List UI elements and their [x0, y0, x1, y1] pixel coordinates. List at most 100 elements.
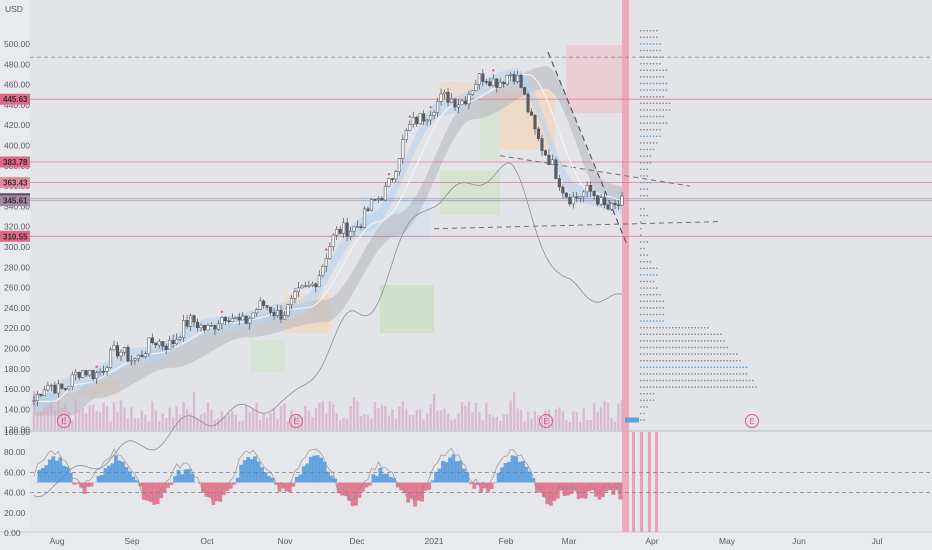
profile-tick — [640, 287, 642, 289]
profile-tick — [672, 373, 674, 375]
profile-tick — [668, 333, 671, 335]
profile-tick — [640, 175, 642, 177]
volume-bar — [457, 413, 460, 430]
profile-tick — [662, 320, 664, 322]
candle-body — [543, 150, 548, 156]
candle-body — [547, 154, 551, 165]
candle-body — [296, 287, 300, 292]
candle-body — [91, 370, 95, 379]
signal-dot — [220, 310, 224, 314]
oscillator-bar — [566, 482, 571, 496]
volume-bar — [401, 400, 405, 430]
oscillator-bar — [134, 480, 139, 483]
oscillator-bar — [597, 482, 602, 500]
candle-body — [474, 84, 478, 92]
volume-bar — [579, 421, 582, 430]
profile-tick — [649, 373, 652, 375]
profile-tick — [697, 327, 700, 329]
candle-body — [39, 394, 43, 396]
oscillator-bar — [611, 482, 616, 495]
profile-tick — [678, 360, 680, 362]
profile-tick — [665, 366, 668, 368]
volume-bar — [151, 400, 154, 430]
profile-tick — [643, 135, 645, 137]
time-axis[interactable] — [0, 532, 932, 550]
profile-tick — [643, 412, 645, 415]
candle-body — [564, 192, 568, 198]
profile-tick — [662, 307, 664, 309]
volume-bar — [192, 391, 196, 430]
profile-tick — [691, 346, 693, 349]
profile-tick — [649, 360, 652, 362]
candle-body — [345, 222, 349, 237]
candle-body — [585, 185, 589, 193]
candle-body — [620, 195, 624, 206]
candle-body — [108, 349, 113, 368]
forecast-bar — [640, 432, 643, 532]
candle-body — [32, 400, 36, 403]
oscillator-bar — [545, 482, 550, 505]
candle-body — [331, 234, 335, 248]
oscillator-bar — [594, 482, 598, 497]
candle-body — [122, 347, 127, 353]
profile-tick — [694, 386, 696, 388]
profile-tick — [643, 76, 645, 78]
volume-bar — [171, 416, 175, 430]
profile-tick — [668, 327, 671, 329]
price-axis[interactable] — [0, 0, 30, 550]
profile-tick — [643, 69, 645, 71]
profile-tick — [688, 346, 690, 349]
profile-tick — [649, 76, 652, 78]
candle-body — [477, 73, 481, 85]
profile-tick — [652, 109, 655, 111]
profile-tick — [678, 340, 680, 342]
oscillator-bar — [576, 482, 581, 499]
volume-bar — [224, 416, 227, 430]
candle-body — [394, 171, 398, 180]
profile-tick — [716, 346, 719, 349]
volume-bar — [359, 415, 363, 430]
candle-body — [436, 101, 440, 113]
oscillator-pane[interactable] — [30, 432, 932, 532]
profile-tick — [755, 386, 757, 388]
candle-body — [258, 300, 262, 310]
candle-body — [460, 100, 464, 106]
profile-tick — [736, 353, 738, 355]
profile-tick — [649, 333, 652, 335]
profile-tick — [678, 353, 680, 355]
profile-tick — [675, 346, 677, 349]
profile-tick — [640, 346, 642, 349]
candle-body — [175, 339, 179, 344]
volume-bar — [241, 420, 244, 430]
profile-tick — [646, 96, 648, 98]
oscillator-bar — [138, 482, 143, 487]
profile-tick — [704, 360, 706, 362]
profile-tick — [640, 115, 642, 118]
volume-bar — [412, 414, 415, 430]
profile-tick — [713, 340, 716, 342]
volume-bar — [206, 402, 210, 430]
profile-tick — [659, 63, 661, 65]
profile-tick — [652, 379, 655, 382]
profile-tick — [672, 360, 674, 362]
volume-bar — [255, 402, 258, 430]
profile-tick — [697, 386, 700, 388]
profile-tick — [640, 129, 642, 131]
profile-tick — [652, 43, 655, 45]
oscillator-bar — [312, 455, 317, 483]
volume-bar — [269, 413, 272, 430]
volume-bar — [144, 415, 147, 430]
profile-tick — [659, 327, 661, 329]
oscillator-bar — [441, 460, 445, 483]
profile-tick — [640, 386, 642, 388]
profile-tick — [684, 366, 687, 368]
candle-body — [338, 229, 342, 234]
oscillator-bar — [159, 482, 164, 499]
profile-tick — [729, 366, 732, 368]
volume-bar — [231, 410, 234, 430]
oscillator-bar — [493, 482, 498, 484]
profile-tick — [710, 373, 712, 375]
oscillator-bar — [103, 468, 108, 483]
profile-tick — [649, 96, 652, 98]
